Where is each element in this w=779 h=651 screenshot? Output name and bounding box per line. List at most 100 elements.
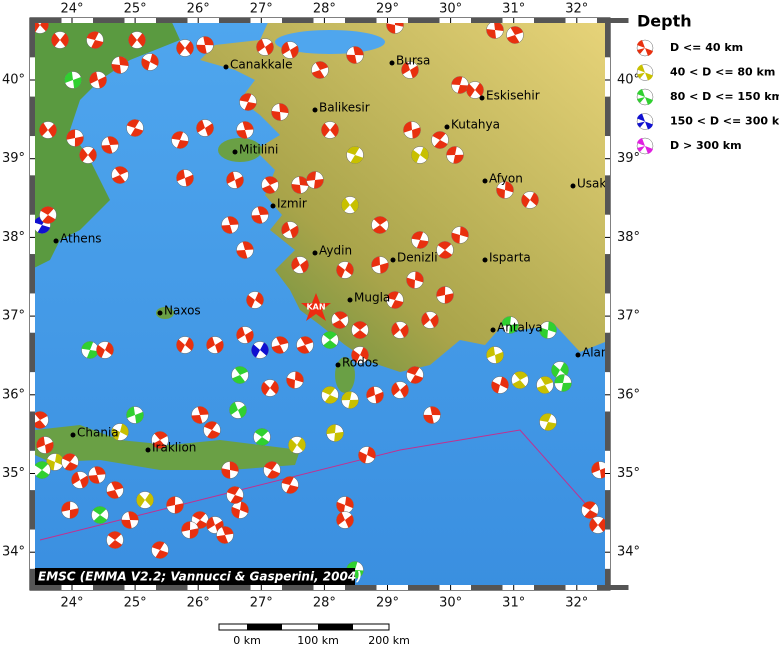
ball-wedge: [406, 366, 424, 384]
focal-mechanism: [91, 506, 109, 524]
city-dot: [232, 149, 238, 155]
city-dot: [145, 447, 151, 453]
legend-entry: 150 < D <= 300 km: [636, 113, 779, 130]
border-seg: [605, 529, 610, 569]
focal-mechanism: [521, 191, 539, 209]
ball-wedge: [366, 386, 384, 404]
focal-mechanism: [336, 496, 354, 514]
ball-wedge: [64, 71, 82, 89]
focal-mechanism: [446, 146, 464, 164]
focal-mechanism: [79, 146, 97, 164]
ball-wedge: [336, 496, 354, 514]
focal-mechanism: [391, 381, 409, 399]
lon-label: 26°: [187, 596, 210, 611]
city-dot: [347, 297, 353, 303]
ball-wedge: [291, 176, 309, 194]
ball-wedge: [496, 181, 514, 199]
ball-wedge: [128, 33, 146, 47]
ball-wedge: [323, 331, 337, 349]
focal-mechanism: [306, 171, 324, 189]
focal-mechanism: [391, 321, 409, 339]
ball-wedge: [226, 486, 244, 504]
ball-wedge: [262, 176, 278, 194]
focal-mechanism: [196, 36, 214, 54]
border-seg: [605, 18, 610, 58]
city-dot: [444, 124, 450, 130]
focal-mechanism: [431, 131, 449, 149]
ball-wedge: [521, 192, 539, 208]
ball-wedge: [86, 31, 104, 49]
crete: [35, 425, 300, 470]
focal-mechanism: [554, 374, 572, 392]
focal-mechanism: [423, 406, 441, 424]
border-seg: [471, 585, 503, 590]
focal-mechanism: [341, 391, 359, 409]
focal-mechanism: [236, 121, 254, 139]
ball-wedge: [176, 41, 194, 55]
focal-mechanism: [336, 261, 354, 279]
focal-mechanism: [281, 41, 299, 59]
border-seg: [605, 411, 610, 451]
ball-wedge: [512, 371, 528, 389]
ball-wedge: [232, 366, 248, 384]
ball-wedge: [152, 431, 168, 449]
ball-wedge: [166, 496, 184, 514]
ball-wedge: [36, 436, 54, 454]
lat-label: 34°: [617, 545, 640, 560]
focal-mechanism: [96, 341, 114, 359]
city-label: Isparta: [489, 251, 531, 265]
lat-label: 39°: [617, 151, 640, 166]
ball-wedge: [264, 461, 280, 479]
focal-mechanism: [181, 521, 199, 539]
focal-mechanism: [536, 376, 554, 394]
border-seg: [597, 18, 629, 23]
focal-mechanism: [196, 119, 214, 137]
lat-label: 39°: [2, 151, 25, 166]
border-seg: [124, 585, 156, 590]
focal-mechanism: [176, 39, 194, 57]
ball-wedge: [322, 386, 338, 404]
ball-wedge: [411, 231, 429, 249]
border-seg: [93, 18, 125, 23]
focal-mechanism: [46, 453, 64, 471]
ball-wedge: [121, 511, 139, 529]
focal-mechanism: [171, 131, 189, 149]
ball-wedge: [101, 136, 119, 154]
focal-mechanism: [121, 511, 139, 529]
legend-entry: 80 < D <= 150 km: [636, 88, 779, 106]
border-seg: [605, 57, 610, 97]
scale-seg: [318, 624, 353, 630]
city-label: Canakkale: [230, 58, 292, 72]
ball-wedge: [311, 61, 329, 79]
ball-wedge: [181, 521, 199, 539]
ball-wedge: [372, 216, 388, 234]
ball-wedge: [176, 169, 194, 187]
ball-wedge: [451, 226, 469, 244]
ball-wedge: [341, 197, 359, 213]
city-label: Antalya: [497, 321, 543, 335]
credit-box: [33, 568, 355, 586]
city-label: Chania: [77, 426, 119, 440]
ball-wedge: [221, 216, 239, 234]
legend-label: 40 < D <= 80 km: [670, 66, 775, 79]
border-seg: [439, 585, 471, 590]
focal-mechanism: [366, 386, 384, 404]
ball-wedge: [236, 121, 254, 139]
focal-mechanism: [421, 311, 439, 329]
border-seg: [250, 585, 282, 590]
focal-mechanism: [136, 491, 154, 509]
ball-wedge: [288, 437, 306, 453]
focal-mechanism: [221, 216, 239, 234]
ball-wedge: [39, 122, 57, 138]
ball-wedge: [486, 21, 504, 39]
focal-mechanism: [111, 56, 129, 74]
border-seg: [30, 57, 35, 97]
ball-wedge: [411, 147, 429, 163]
ball-wedge: [332, 311, 348, 329]
ball-wedge: [506, 26, 524, 44]
ball-wedge: [61, 501, 79, 519]
lon-label: 31°: [502, 2, 525, 17]
border-seg: [30, 372, 35, 412]
focal-mechanism: [101, 136, 119, 154]
lat-label: 37°: [617, 309, 640, 324]
